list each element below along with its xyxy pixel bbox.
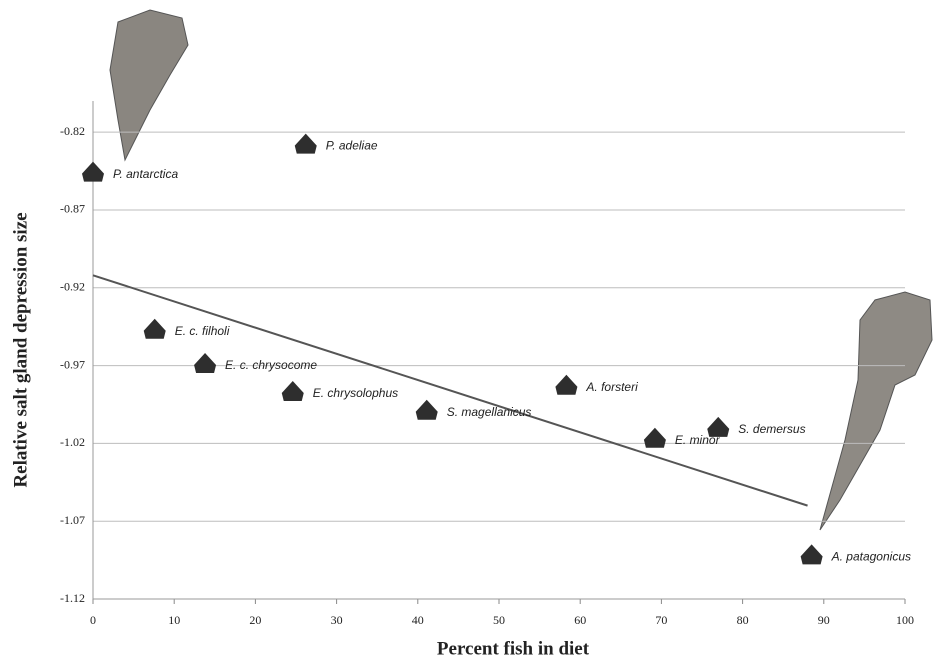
point-label: E. c. filholi <box>175 324 230 338</box>
data-point <box>82 161 104 182</box>
point-label: S. magellanicus <box>447 405 532 419</box>
data-point <box>281 381 304 402</box>
data-point <box>707 416 730 437</box>
x-tick-label: 20 <box>249 613 261 627</box>
y-tick-label: -1.12 <box>60 591 85 605</box>
point-label: E. chrysolophus <box>313 386 398 400</box>
y-tick-label: -1.07 <box>60 513 85 527</box>
point-label: P. antarctica <box>113 167 178 181</box>
x-tick-label: 10 <box>168 613 180 627</box>
data-point <box>194 353 217 374</box>
y-tick-label: -0.97 <box>60 357 85 371</box>
point-label: E. c. chrysocome <box>225 358 317 372</box>
y-tick-label: -1.02 <box>60 435 85 449</box>
x-tick-label: 50 <box>493 613 505 627</box>
x-tick-label: 80 <box>737 613 749 627</box>
data-point <box>643 427 666 448</box>
x-tick-label: 90 <box>818 613 830 627</box>
data-point <box>294 133 317 154</box>
point-label: A. patagonicus <box>831 550 911 564</box>
x-tick-label: 30 <box>331 613 343 627</box>
x-tick-label: 100 <box>896 613 914 627</box>
trend-line <box>92 274 808 507</box>
y-tick-label: -0.87 <box>60 202 85 216</box>
y-axis-title: Relative salt gland depression size <box>10 212 31 487</box>
y-tick-label: -0.82 <box>60 124 85 138</box>
x-tick-label: 0 <box>90 613 96 627</box>
skull-left <box>109 9 189 162</box>
skull-right <box>819 291 933 531</box>
data-point <box>555 374 578 395</box>
data-point <box>800 544 823 565</box>
x-tick-label: 40 <box>412 613 424 627</box>
point-label: A. forsteri <box>585 380 638 394</box>
x-axis-title: Percent fish in diet <box>437 638 590 659</box>
x-tick-label: 60 <box>574 613 586 627</box>
point-label: S. demersus <box>738 422 805 436</box>
data-point <box>415 399 438 420</box>
data-point <box>143 318 166 339</box>
y-tick-label: -0.92 <box>60 280 85 294</box>
x-tick-label: 70 <box>655 613 667 627</box>
point-label: P. adeliae <box>326 139 378 153</box>
